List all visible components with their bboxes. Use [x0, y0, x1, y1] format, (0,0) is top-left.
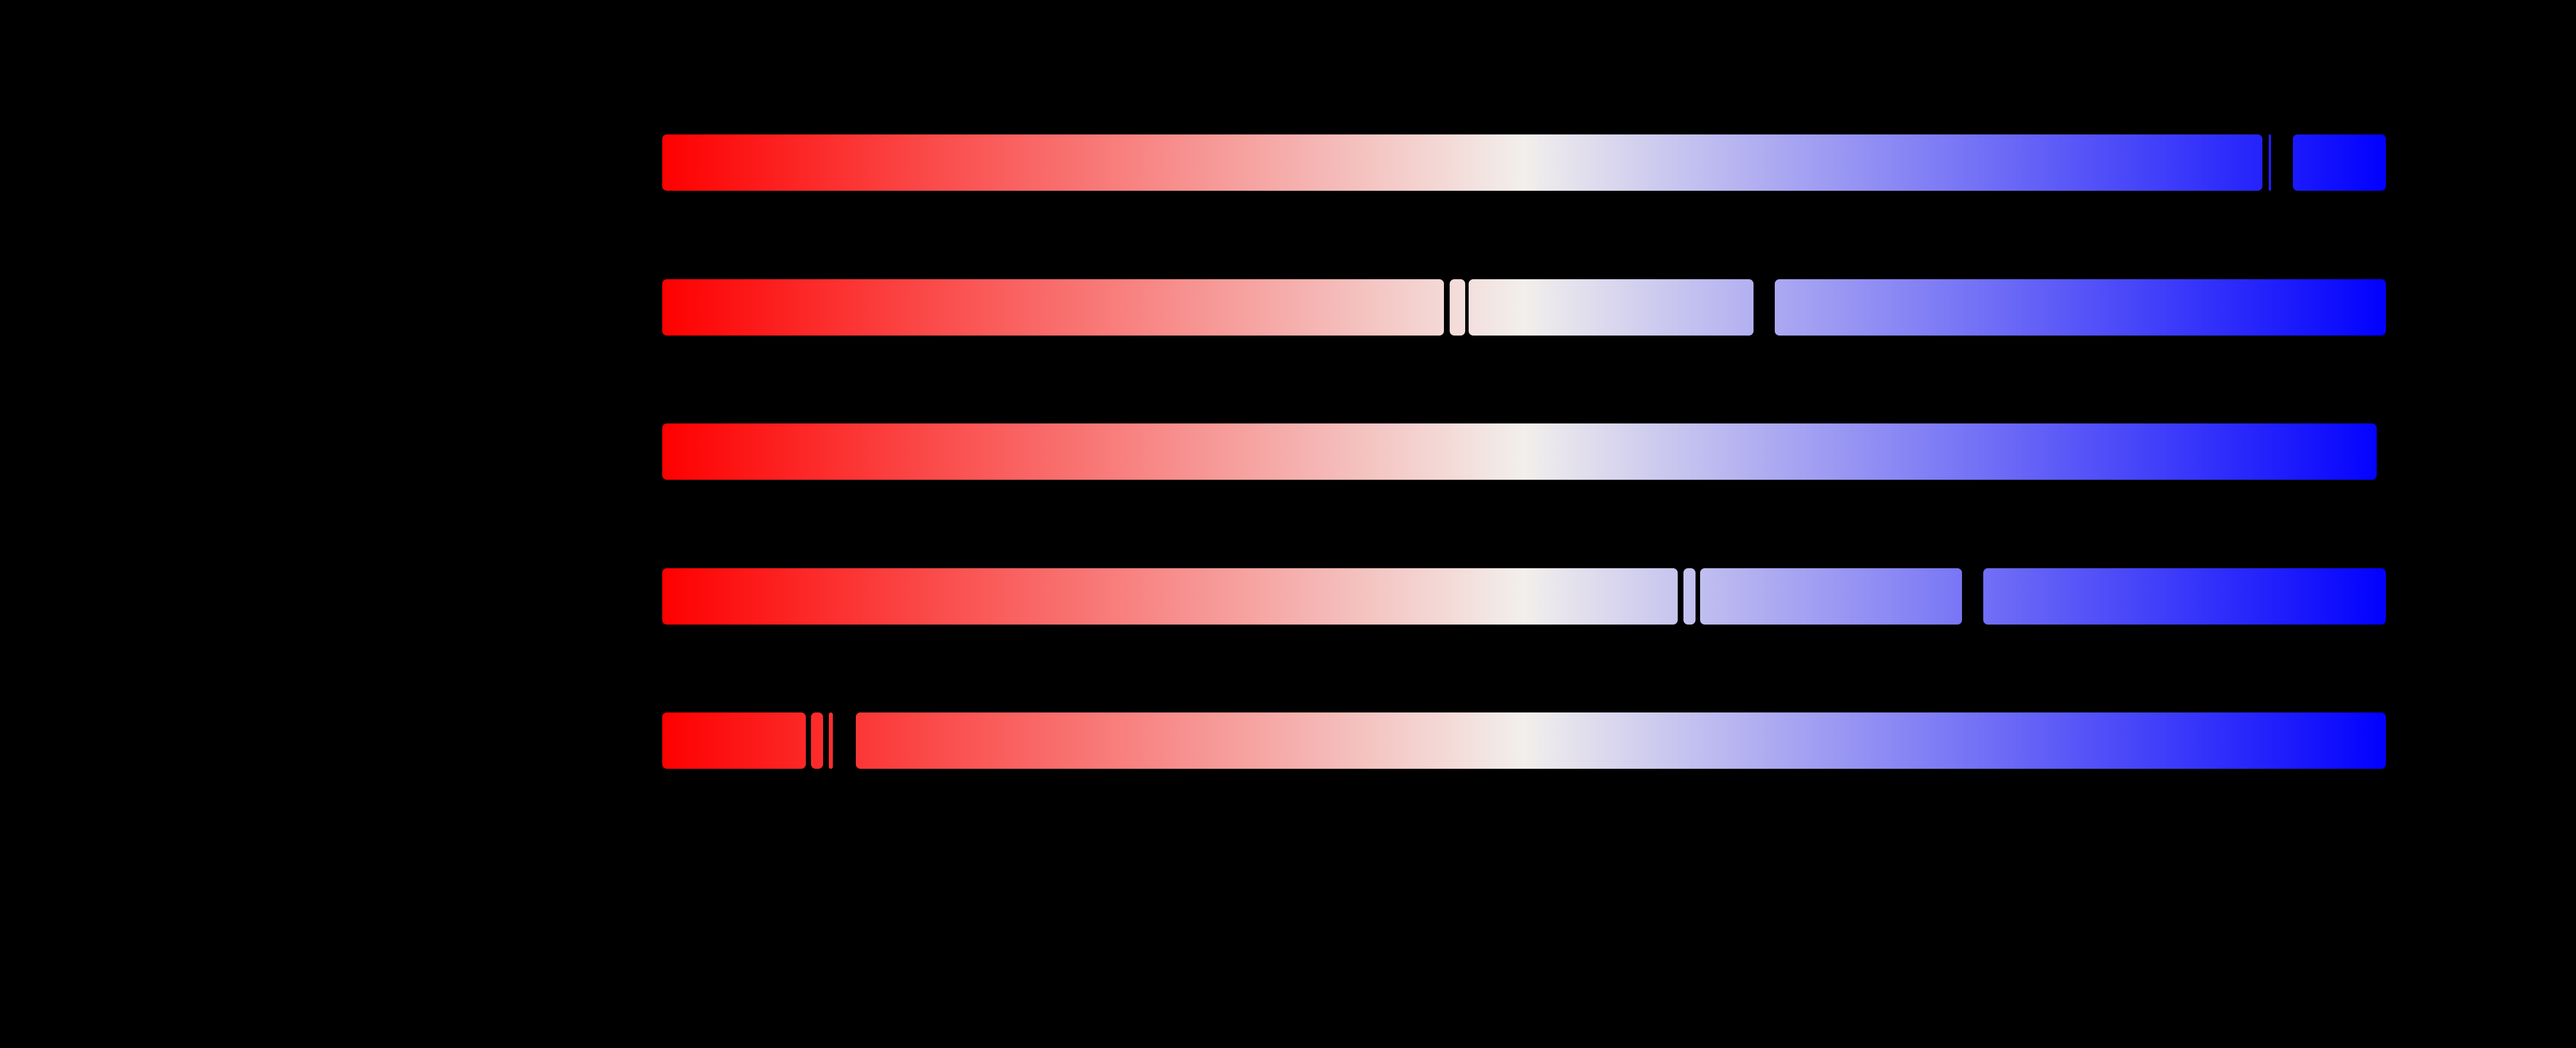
bar-segment: [2292, 134, 2386, 191]
bar-segment: [1983, 568, 2386, 625]
bar-segment: [1449, 279, 1465, 336]
bar-row-4: [662, 568, 2386, 625]
bar-segment: [662, 712, 806, 769]
bar-segment: [1468, 279, 1754, 336]
bar-row-5: [662, 712, 2386, 769]
bar-segment: [1774, 279, 2386, 336]
bar-segment: [1683, 568, 1696, 625]
bar-segment: [662, 568, 1678, 625]
bar-row-1: [662, 134, 2386, 191]
bar-segment: [662, 279, 1444, 336]
bar-segment: [2268, 134, 2272, 191]
bar-segment: [828, 712, 833, 769]
bar-segment: [1700, 568, 1963, 625]
bar-segment: [662, 134, 2263, 191]
bar-segment: [856, 712, 2386, 769]
gradient-bars-area: [662, 134, 2386, 769]
bar-row-3: [662, 423, 2386, 480]
bar-segment: [810, 712, 823, 769]
bar-row-2: [662, 279, 2386, 336]
bar-segment: [662, 423, 2377, 480]
